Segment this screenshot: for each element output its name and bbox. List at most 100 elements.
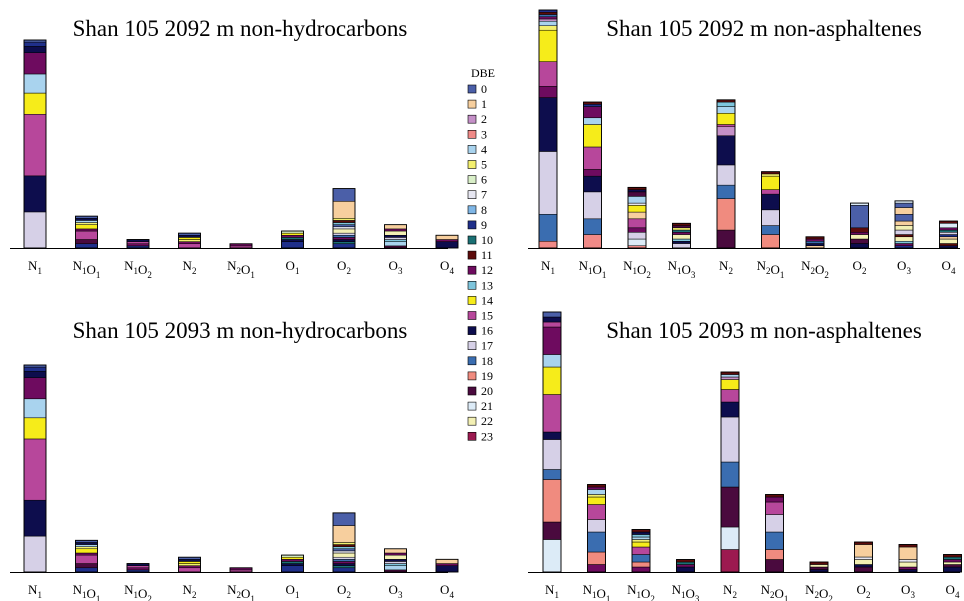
bar-outline <box>332 188 356 249</box>
legend-entry: 19 <box>467 369 493 383</box>
bar-segment-dbe-16 <box>75 218 98 221</box>
bar-segment-dbe-2 <box>720 376 740 380</box>
bar-segment-dbe-16 <box>23 499 47 537</box>
bar-segment-dbe-1 <box>332 201 356 219</box>
bar-segment-dbe-10 <box>943 556 962 560</box>
bar-segment-dbe-14 <box>761 175 780 190</box>
bar-segment-dbe-13 <box>384 239 407 242</box>
bar-segment-dbe-12 <box>178 241 201 245</box>
bar-segment-dbe-14 <box>627 205 647 213</box>
bar-outline <box>178 556 201 573</box>
legend-swatch <box>467 175 477 184</box>
bar-segment-dbe-18 <box>805 241 825 244</box>
bar-segment-dbe-18 <box>765 531 784 550</box>
legend-label: 9 <box>481 218 487 232</box>
legend-swatch <box>467 84 477 94</box>
bar-segment-dbe-0 <box>542 311 562 318</box>
bar-segment-dbe-12 <box>583 106 602 119</box>
bar-outline <box>805 236 825 249</box>
bar-segment-dbe-16 <box>854 564 873 568</box>
bar-segment-dbe-21 <box>627 238 647 247</box>
bar-segment-dbe-0 <box>332 548 356 552</box>
bar-segment-dbe-17 <box>384 237 407 240</box>
bar-segment-dbe-12 <box>627 227 647 233</box>
bar-segment-dbe-10 <box>332 241 356 245</box>
bar-outline <box>75 215 98 249</box>
x-tick-label: O1 <box>286 258 300 276</box>
bar-outline <box>627 186 647 249</box>
bar-segment-dbe-17 <box>720 416 740 463</box>
x-tick-label: N2O2 <box>805 582 833 601</box>
bar-segment-dbe-5 <box>332 218 356 221</box>
x-tick-label: N1O1 <box>583 582 611 601</box>
bar-segment-dbe-15 <box>75 230 98 240</box>
bar-segment-dbe-20 <box>75 239 98 245</box>
legend-entry: 18 <box>467 354 493 368</box>
bar-segment-dbe-17 <box>542 439 562 470</box>
x-tick-label: N2O1 <box>227 582 255 601</box>
bar-segment-dbe-12 <box>538 16 558 20</box>
legend-label: 4 <box>481 142 487 156</box>
bar-segment-dbe-9 <box>23 41 47 47</box>
bar-segment-dbe-20 <box>627 191 647 197</box>
stacked-bar <box>229 567 253 573</box>
bar-segment-dbe-10 <box>281 237 304 240</box>
bar-segment-dbe-20 <box>809 566 829 570</box>
bar-segment-dbe-16 <box>761 193 780 211</box>
legend-entry: 7 <box>467 188 487 202</box>
bar-segment-dbe-15 <box>126 565 150 569</box>
legend-entry: 23 <box>467 429 493 443</box>
bar-segment-dbe-16 <box>23 46 47 53</box>
legend-swatch <box>467 145 477 154</box>
stacked-bar <box>761 171 780 249</box>
bar-segment-dbe-7 <box>332 550 356 554</box>
bar-segment-dbe-1 <box>854 544 873 558</box>
bar-segment-dbe-16 <box>631 531 651 535</box>
bar-segment-dbe-14 <box>75 224 98 230</box>
x-tick-label: N2 <box>723 582 737 600</box>
bar-segment-dbe-12 <box>435 239 459 242</box>
bar-segment-dbe-16 <box>435 241 459 249</box>
bar-segment-dbe-15 <box>587 504 606 520</box>
bar-segment-dbe-16 <box>23 371 47 378</box>
bar-segment-dbe-22 <box>332 228 356 234</box>
bar-outline <box>75 539 98 573</box>
legend-label: 12 <box>481 263 493 277</box>
bar-segment-dbe-20 <box>716 229 736 249</box>
bar-segment-dbe-1 <box>332 525 356 543</box>
bar-segment-dbe-17 <box>332 232 356 236</box>
legend-label: 21 <box>481 399 493 413</box>
bar-segment-dbe-12 <box>583 169 602 177</box>
bar-outline <box>229 567 253 573</box>
bar-outline <box>809 561 829 573</box>
bar-segment-dbe-12 <box>765 496 784 503</box>
bar-segment-dbe-9 <box>332 243 356 249</box>
bar-segment-dbe-1 <box>898 546 918 560</box>
bar-segment-dbe-23 <box>720 549 740 573</box>
legend-entry: 20 <box>467 384 493 398</box>
bar-segment-dbe-16 <box>178 559 201 562</box>
bar-segment-dbe-15 <box>23 114 47 177</box>
bar-outline <box>538 9 558 249</box>
legend-label: 22 <box>481 414 493 428</box>
x-tick-label: N1O1 <box>73 582 101 601</box>
bar-segment-dbe-12 <box>542 326 562 355</box>
bar-outline <box>384 224 407 249</box>
bar-segment-dbe-16 <box>720 401 740 418</box>
bar-outline <box>850 202 869 249</box>
bar-segment-dbe-12 <box>281 235 304 238</box>
x-tick-label: O4 <box>946 582 960 600</box>
bar-segment-dbe-16 <box>583 175 602 193</box>
x-tick-label: N1O2 <box>124 582 152 601</box>
legend-entry: 9 <box>467 218 487 232</box>
chart-panel-2093-non-hydrocarbons: Shan 105 2093 m non-hydrocarbons N1 N1O1 N1… <box>10 318 459 601</box>
bar-segment-dbe-12 <box>587 486 606 490</box>
bar-segment-dbe-17 <box>583 191 602 220</box>
bar-segment-dbe-0 <box>332 512 356 526</box>
bar-segment-dbe-1 <box>435 559 459 564</box>
bar-segment-dbe-19 <box>765 549 784 560</box>
bar-segment-dbe-16 <box>281 239 304 242</box>
bar-segment-dbe-1 <box>384 548 407 554</box>
bar-segment-dbe-22 <box>672 234 691 240</box>
